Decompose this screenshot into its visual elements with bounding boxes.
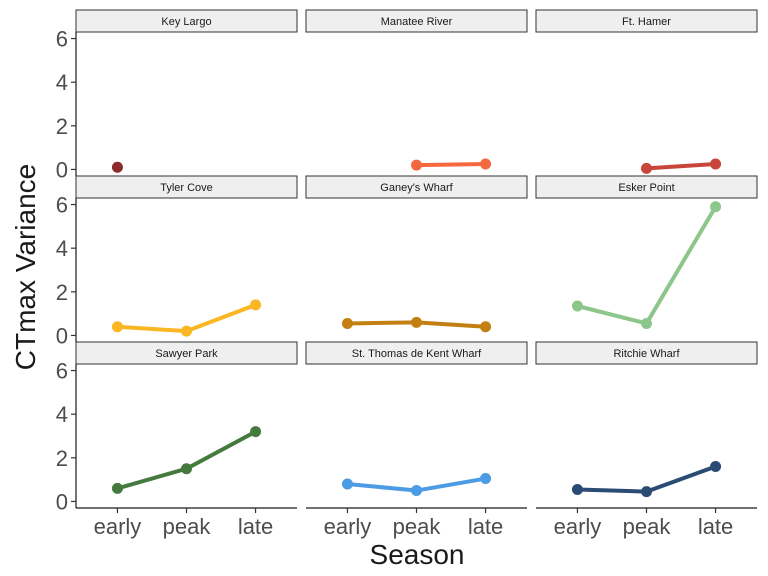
facet-strip: [535, 9, 758, 33]
series-line: [184, 302, 258, 334]
facet-strip-label: Manatee River: [381, 16, 453, 28]
data-point: [641, 162, 652, 174]
facet-panel: Tyler Cove: [75, 175, 298, 337]
y-axis-title: CTmax Variance: [10, 164, 41, 370]
series-line: [345, 482, 419, 493]
y-tick-label: 0: [56, 323, 68, 348]
x-tick-label: early: [94, 514, 142, 539]
x-axes: early peak late early peak late early peak late: [76, 507, 757, 539]
x-tick-label: late: [468, 514, 503, 539]
facet-strip: [535, 175, 758, 199]
data-point: [341, 317, 353, 329]
facet-strip-label: St. Thomas de Kent Wharf: [352, 348, 482, 360]
facet-strip: [535, 341, 758, 365]
y-tick-label: 4: [56, 236, 68, 261]
series-line: [644, 464, 718, 494]
facet-panel: Ganey's Wharf: [305, 175, 528, 333]
series-line: [575, 487, 649, 494]
y-tick-label: 6: [56, 193, 68, 218]
data-point: [411, 485, 422, 497]
y-tick-label: 2: [56, 280, 68, 305]
facet-strip: [75, 341, 298, 365]
series-line: [414, 320, 488, 329]
x-tick-label: peak: [393, 514, 442, 539]
y-tick-label: 2: [56, 114, 68, 139]
data-point: [411, 159, 422, 171]
data-point: [480, 158, 492, 170]
facet-panel: Key Largo: [75, 9, 298, 173]
data-point: [111, 321, 123, 333]
x-tick-label: early: [554, 514, 602, 539]
y-tick-label: 6: [56, 359, 68, 384]
data-point: [181, 463, 192, 475]
series-line: [575, 304, 649, 326]
series-line: [414, 476, 488, 493]
series-line: [644, 204, 718, 326]
data-point: [250, 299, 262, 311]
facet-panel: Esker Point: [535, 175, 758, 329]
facet-strip-label: Key Largo: [161, 16, 211, 28]
y-tick-label: 4: [56, 402, 68, 427]
facet-strip: [305, 341, 528, 365]
series-line: [414, 162, 488, 168]
x-tick-label: late: [238, 514, 273, 539]
data-point: [641, 317, 652, 329]
series-line: [115, 466, 189, 491]
data-point: [710, 158, 722, 170]
data-point: [571, 300, 583, 312]
data-point: [710, 461, 722, 473]
x-tick-label: late: [698, 514, 733, 539]
series-line: [644, 162, 718, 171]
x-tick-label: peak: [163, 514, 212, 539]
x-tick-label: peak: [623, 514, 672, 539]
y-tick-label: 0: [56, 157, 68, 182]
facet-panel: St. Thomas de Kent Wharf: [305, 341, 528, 497]
facet-panel: Manatee River: [305, 9, 528, 171]
series-line: [345, 320, 419, 326]
data-point: [181, 325, 192, 337]
facet-strip: [305, 175, 528, 199]
y-tick-label: 2: [56, 446, 68, 471]
facet-strip-label: Sawyer Park: [155, 348, 218, 360]
y-tick-label: 0: [56, 489, 68, 514]
y-tick-label: 6: [56, 27, 68, 52]
facet-strip: [305, 9, 528, 33]
data-point: [111, 161, 123, 173]
facet-panel: Ft. Hamer: [535, 9, 758, 174]
facet-strip-label: Tyler Cove: [160, 182, 213, 194]
facet-panel: Sawyer Park: [75, 341, 298, 494]
data-point: [341, 478, 353, 490]
facet-strip-label: Ft. Hamer: [622, 16, 671, 28]
data-point: [641, 486, 652, 498]
facet-panel: Ritchie Wharf: [535, 341, 758, 498]
data-point: [710, 201, 722, 213]
y-tick-label: 4: [56, 70, 68, 95]
data-point: [480, 321, 492, 333]
y-axes: 0 2 4 6 0 2 4 6 0 2 4 6: [56, 27, 77, 514]
facet-strip-label: Esker Point: [618, 182, 674, 194]
facet-panels: Key Largo Manatee River Ft. Hamer Tyler Cov…: [75, 9, 758, 498]
facet-strip-label: Ritchie Wharf: [613, 348, 680, 360]
data-point: [411, 316, 422, 328]
facet-strip: [75, 175, 298, 199]
x-tick-label: early: [324, 514, 372, 539]
data-point: [571, 483, 583, 495]
facet-strip: [75, 9, 298, 33]
data-point: [250, 426, 262, 438]
series-line: [115, 324, 189, 334]
x-axis-title: Season: [370, 539, 465, 570]
facet-strip-label: Ganey's Wharf: [380, 182, 453, 194]
data-point: [480, 473, 492, 485]
data-point: [111, 482, 123, 494]
series-line: [184, 429, 258, 471]
